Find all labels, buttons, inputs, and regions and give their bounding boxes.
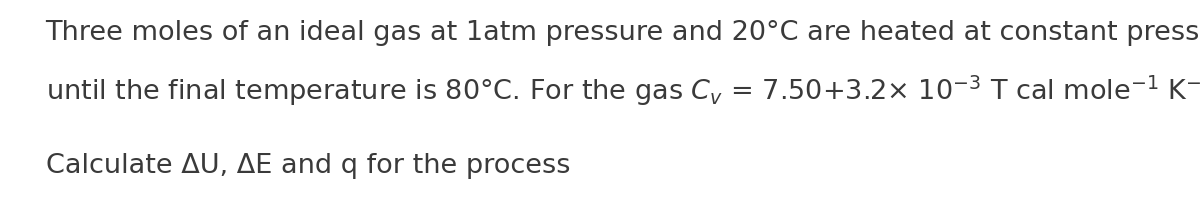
Text: Three moles of an ideal gas at 1atm pressure and 20°C are heated at constant pre: Three moles of an ideal gas at 1atm pres… <box>46 20 1200 46</box>
Text: Calculate ΔU, ΔE and q for the process: Calculate ΔU, ΔE and q for the process <box>46 153 570 179</box>
Text: until the final temperature is 80°C. For the gas $C_v$ = 7.50+3.2× 10$^{-3}$ T c: until the final temperature is 80°C. For… <box>46 73 1200 107</box>
